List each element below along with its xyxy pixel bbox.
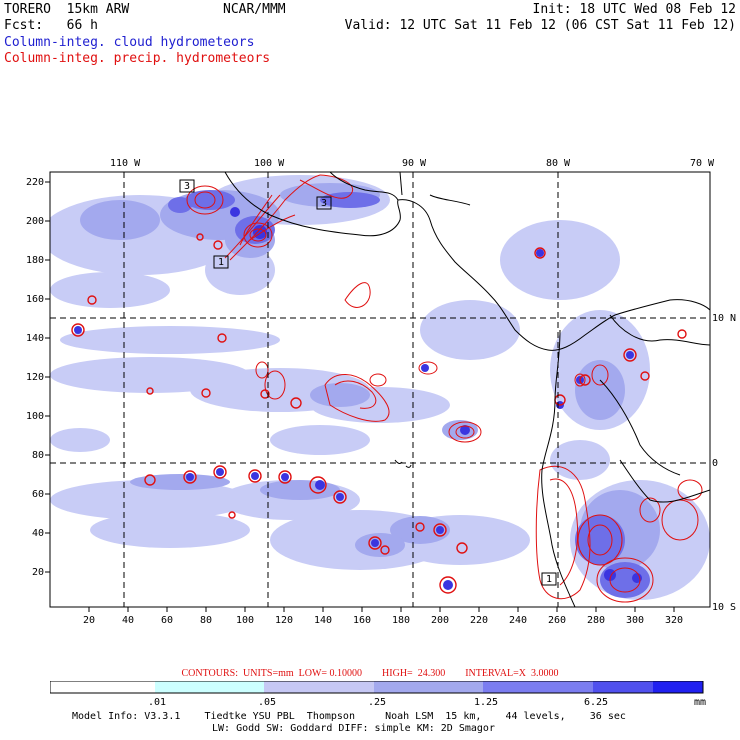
x-tick-120: 120 [275, 615, 294, 626]
x-tick-60: 60 [161, 615, 174, 626]
precip-contours [186, 174, 703, 603]
x-tick-160: 160 [353, 615, 372, 626]
init-time: Init: 18 UTC Wed 08 Feb 12 [532, 2, 737, 17]
y-tick-80: 80 [32, 450, 45, 461]
colorbar-label-05: .05 [258, 697, 277, 708]
x-tick-180: 180 [392, 615, 411, 626]
box-label-2: 3 [321, 198, 328, 209]
lon-label-80w: 80 W [546, 158, 571, 169]
colorbar-bin-4 [483, 681, 593, 693]
field-precip-label: Column-integ. precip. hydrometeors [4, 51, 271, 66]
y-tick-40: 40 [32, 528, 45, 539]
y-tick-220: 220 [26, 177, 45, 188]
x-tick-200: 200 [431, 615, 450, 626]
colorbar-bin-2 [264, 681, 374, 693]
label-boxes [179, 179, 557, 586]
y-tick-20: 20 [32, 567, 45, 578]
colorbar-unit: mm [694, 697, 707, 708]
x-tick-300: 300 [626, 615, 645, 626]
cloud-deep-cores [74, 207, 642, 590]
hydrometeor-field [50, 174, 710, 603]
y-tick-200: 200 [26, 216, 45, 227]
colorbar-label-125: 1.25 [474, 697, 499, 708]
precip-cells [71, 233, 687, 594]
colorbar-bin-6 [653, 681, 703, 693]
box-label-1: 3 [184, 181, 191, 192]
x-tick-140: 140 [314, 615, 333, 626]
box-label-4: 1 [546, 574, 553, 585]
box-label-3: 1 [218, 257, 225, 268]
x-tick-40: 40 [122, 615, 135, 626]
lat-label-10n: 10 N [712, 313, 737, 324]
colorbar [50, 681, 704, 694]
x-tick-260: 260 [548, 615, 567, 626]
y-tick-120: 120 [26, 372, 45, 383]
x-tick-280: 280 [587, 615, 606, 626]
valid-time: Valid: 12 UTC Sat 11 Feb 12 (06 CST Sat … [344, 18, 736, 33]
colorbar-label-25: .25 [368, 697, 387, 708]
x-tick-20: 20 [83, 615, 96, 626]
colorbar-label-01: .01 [148, 697, 167, 708]
colorbar-bin-5 [593, 681, 653, 693]
lon-label-110w: 110 W [110, 158, 141, 169]
x-tick-320: 320 [665, 615, 684, 626]
axis-ticks [45, 181, 675, 612]
lat-lon-grid [50, 172, 710, 607]
y-tick-60: 60 [32, 489, 45, 500]
x-tick-220: 220 [470, 615, 489, 626]
lat-label-0: 0 [712, 458, 719, 469]
colorbar-bin-3 [374, 681, 483, 693]
forecast-hour: Fcst: 66 h [4, 18, 98, 33]
lat-label-10s: 10 S [712, 602, 737, 613]
coastlines [224, 172, 710, 607]
lon-label-90w: 90 W [402, 158, 427, 169]
y-tick-160: 160 [26, 294, 45, 305]
plot-frame [49, 171, 711, 608]
field-cloud-label: Column-integ. cloud hydrometeors [4, 35, 255, 50]
contour-info: CONTOURS: UNITS=mm LOW= 0.10000 HIGH= 24… [181, 668, 559, 679]
x-tick-100: 100 [236, 615, 255, 626]
lon-label-100w: 100 W [254, 158, 285, 169]
model-info-line1: Model Info: V3.3.1 Tiedtke YSU PBL Thomp… [72, 711, 626, 722]
colorbar-bin-1 [155, 681, 264, 693]
org-label: NCAR/MMM [223, 2, 286, 17]
lon-label-70w: 70 W [690, 158, 715, 169]
model-info-line2: LW: Godd SW: Goddard DIFF: simple KM: 2D… [212, 723, 495, 734]
cloud-dark-areas [168, 190, 650, 598]
y-tick-180: 180 [26, 255, 45, 266]
y-tick-100: 100 [26, 411, 45, 422]
forecast-map [45, 171, 711, 612]
x-tick-80: 80 [200, 615, 213, 626]
y-tick-140: 140 [26, 333, 45, 344]
colorbar-label-625: 6.25 [584, 697, 609, 708]
model-title: TORERO 15km ARW [4, 2, 130, 17]
x-tick-240: 240 [509, 615, 528, 626]
colorbar-bin-0 [50, 681, 155, 693]
